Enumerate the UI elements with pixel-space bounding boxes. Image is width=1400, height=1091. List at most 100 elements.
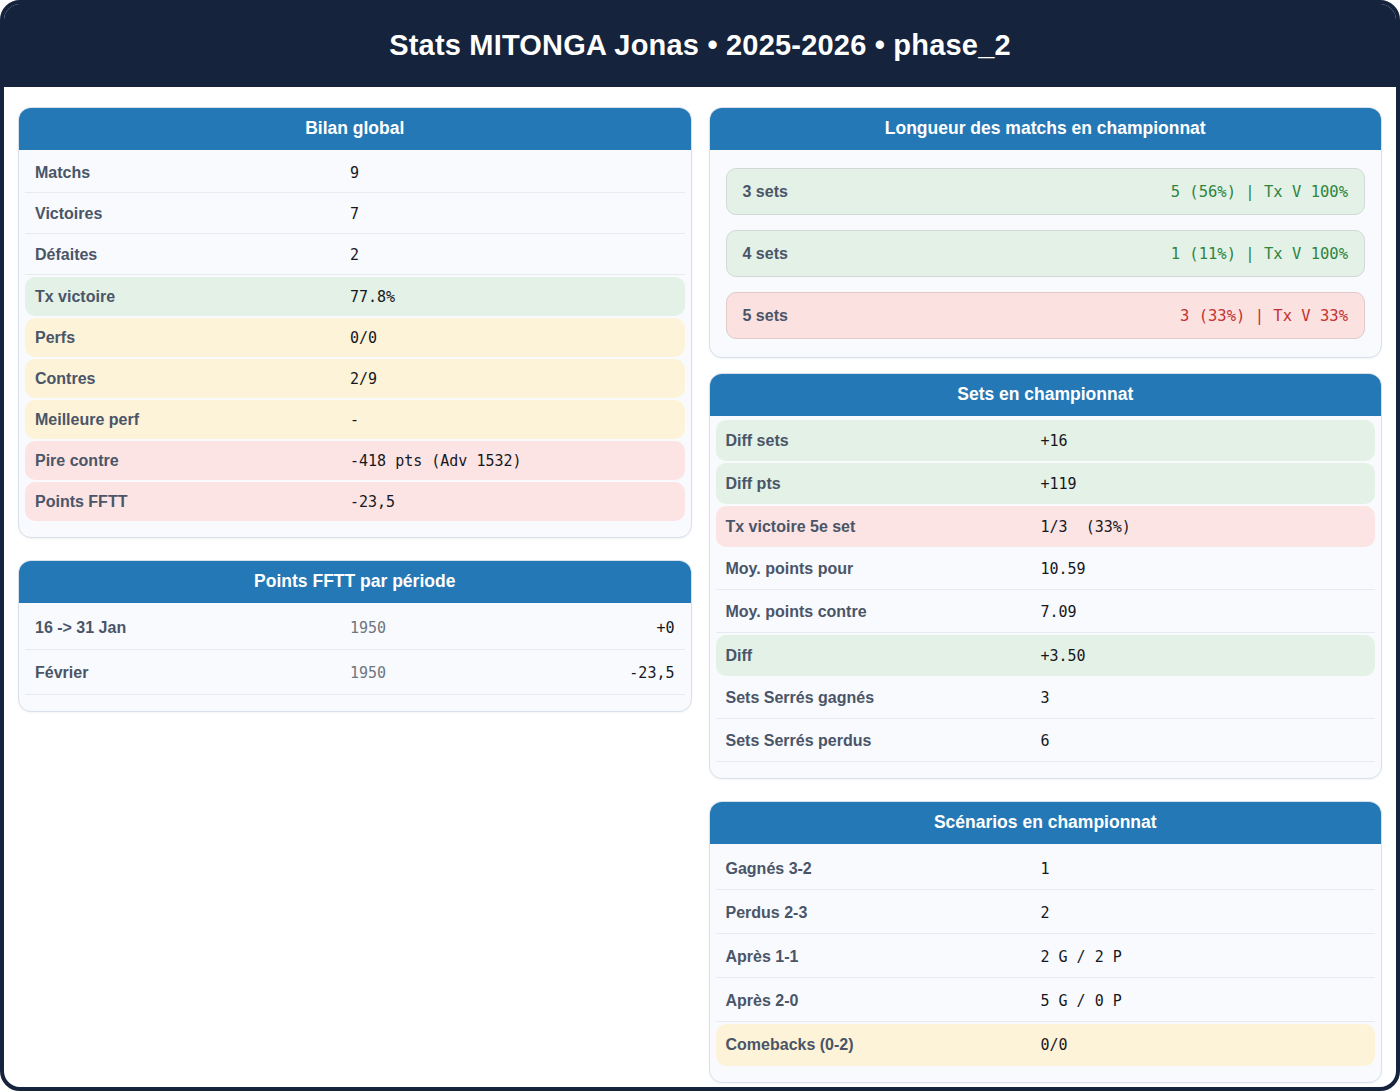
stat-row-tx-victoire: Tx victoire 77.8% (25, 277, 685, 316)
stat-value: 5 G / 0 P (1041, 992, 1122, 1010)
stat-label: Matchs (35, 164, 350, 182)
stat-row-comebacks: Comebacks (0-2) 0/0 (716, 1024, 1376, 1066)
pill-4-sets: 4 sets 1 (11%) | Tx V 100% (726, 230, 1366, 277)
left-column: Bilan global Matchs 9 Victoires 7 Défait… (18, 107, 692, 1091)
card-sets-championnat-body: Diff sets +16 Diff pts +119 Tx victoire … (710, 416, 1382, 778)
card-sets-championnat-title: Sets en championnat (710, 374, 1382, 416)
period-delta: +0 (656, 619, 674, 637)
stat-row-perdus-2-3: Perdus 2-3 2 (716, 892, 1376, 934)
stats-page: Stats MITONGA Jonas • 2025-2026 • phase_… (0, 0, 1400, 1091)
stat-row-diff-pts: Diff pts +119 (716, 463, 1376, 504)
stat-label: Diff sets (726, 432, 1041, 450)
stat-value: 77.8% (350, 288, 395, 306)
stat-value: 2/9 (350, 370, 377, 388)
pill-label: 5 sets (743, 307, 788, 325)
card-longueur-matchs-title: Longueur des matchs en championnat (710, 108, 1382, 150)
stat-label: Comebacks (0-2) (726, 1036, 1041, 1054)
stat-label: Meilleure perf (35, 411, 350, 429)
pill-label: 3 sets (743, 183, 788, 201)
stat-label: Défaites (35, 246, 350, 264)
stat-row-apres-2-0: Après 2-0 5 G / 0 P (716, 980, 1376, 1022)
card-bilan-global: Bilan global Matchs 9 Victoires 7 Défait… (18, 107, 692, 538)
stat-value: 7.09 (1041, 603, 1077, 621)
card-scenarios-championnat-body: Gagnés 3-2 1 Perdus 2-3 2 Après 1-1 2 G … (710, 844, 1382, 1082)
stat-row-sets-serres-perdus: Sets Serrés perdus 6 (716, 721, 1376, 762)
pill-value: 5 (56%) | Tx V 100% (1171, 183, 1348, 201)
pill-label: 4 sets (743, 245, 788, 263)
card-longueur-matchs-body: 3 sets 5 (56%) | Tx V 100% 4 sets 1 (11%… (710, 150, 1382, 357)
stat-label: Contres (35, 370, 350, 388)
period-points: 1950 (350, 619, 386, 637)
stat-value: 10.59 (1041, 560, 1086, 578)
pill-value: 1 (11%) | Tx V 100% (1171, 245, 1348, 263)
stat-value: +119 (1041, 475, 1077, 493)
card-points-fftt-periode-title: Points FFTT par période (19, 561, 691, 603)
stat-row-tx-victoire-5e-set: Tx victoire 5e set 1/3 (33%) (716, 506, 1376, 547)
stat-label: Sets Serrés perdus (726, 732, 1041, 750)
right-column: Longueur des matchs en championnat 3 set… (709, 107, 1383, 1091)
stat-value: -23,5 (350, 493, 395, 511)
stat-row-defaites: Défaites 2 (25, 236, 685, 275)
pill-3-sets: 3 sets 5 (56%) | Tx V 100% (726, 168, 1366, 215)
page-header: Stats MITONGA Jonas • 2025-2026 • phase_… (3, 3, 1397, 87)
stat-label: Victoires (35, 205, 350, 223)
stat-label: Pire contre (35, 452, 350, 470)
stat-value: -418 pts (Adv 1532) (350, 452, 522, 470)
stat-value: +16 (1041, 432, 1068, 450)
stat-value: +3.50 (1041, 647, 1086, 665)
card-sets-championnat: Sets en championnat Diff sets +16 Diff p… (709, 373, 1383, 779)
content-area: Bilan global Matchs 9 Victoires 7 Défait… (4, 87, 1396, 1091)
period-delta: -23,5 (629, 664, 674, 682)
stat-row-diff: Diff +3.50 (716, 635, 1376, 676)
card-scenarios-championnat: Scénarios en championnat Gagnés 3-2 1 Pe… (709, 801, 1383, 1083)
stat-value: 0/0 (350, 329, 377, 347)
stat-label: Après 2-0 (726, 992, 1041, 1010)
stat-row-gagnes-3-2: Gagnés 3-2 1 (716, 848, 1376, 890)
stat-row-matchs: Matchs 9 (25, 154, 685, 193)
stat-label: Moy. points pour (726, 560, 1041, 578)
stat-label: Après 1-1 (726, 948, 1041, 966)
stat-row-pire-contre: Pire contre -418 pts (Adv 1532) (25, 441, 685, 480)
card-points-fftt-periode-body: 16 -> 31 Jan 1950 +0 Février 1950 -23,5 (19, 603, 691, 711)
stat-value: 2 G / 2 P (1041, 948, 1122, 966)
pill-value: 3 (33%) | Tx V 33% (1180, 307, 1348, 325)
stat-row-perfs: Perfs 0/0 (25, 318, 685, 357)
stat-label: Diff pts (726, 475, 1041, 493)
stat-label: Gagnés 3-2 (726, 860, 1041, 878)
stat-label: Points FFTT (35, 493, 350, 511)
card-bilan-global-title: Bilan global (19, 108, 691, 150)
card-points-fftt-periode: Points FFTT par période 16 -> 31 Jan 195… (18, 560, 692, 712)
stat-value: 1 (1041, 860, 1050, 878)
stat-label: Tx victoire 5e set (726, 518, 1041, 536)
card-bilan-global-body: Matchs 9 Victoires 7 Défaites 2 Tx victo… (19, 150, 691, 537)
stat-value: 9 (350, 164, 359, 182)
stat-label: Sets Serrés gagnés (726, 689, 1041, 707)
stat-value: 1/3 (33%) (1041, 518, 1131, 536)
stat-row-diff-sets: Diff sets +16 (716, 420, 1376, 461)
stat-value: 3 (1041, 689, 1050, 707)
stat-row-points-fftt: Points FFTT -23,5 (25, 482, 685, 521)
card-longueur-matchs: Longueur des matchs en championnat 3 set… (709, 107, 1383, 358)
card-scenarios-championnat-title: Scénarios en championnat (710, 802, 1382, 844)
stat-row-sets-serres-gagnes: Sets Serrés gagnés 3 (716, 678, 1376, 719)
stat-value: 2 (350, 246, 359, 264)
stat-value: 2 (1041, 904, 1050, 922)
stat-label: Tx victoire (35, 288, 350, 306)
stat-label: Diff (726, 647, 1041, 665)
page-title: Stats MITONGA Jonas • 2025-2026 • phase_… (389, 29, 1011, 62)
period-points: 1950 (350, 664, 386, 682)
stat-label: Perdus 2-3 (726, 904, 1041, 922)
period-label: Février (35, 664, 350, 682)
period-row-jan: 16 -> 31 Jan 1950 +0 (25, 607, 685, 650)
pill-5-sets: 5 sets 3 (33%) | Tx V 33% (726, 292, 1366, 339)
stat-row-victoires: Victoires 7 (25, 195, 685, 234)
stat-row-moy-points-pour: Moy. points pour 10.59 (716, 549, 1376, 590)
period-label: 16 -> 31 Jan (35, 619, 350, 637)
stat-row-moy-points-contre: Moy. points contre 7.09 (716, 592, 1376, 633)
period-row-fevrier: Février 1950 -23,5 (25, 652, 685, 695)
stat-row-meilleure-perf: Meilleure perf - (25, 400, 685, 439)
stat-row-apres-1-1: Après 1-1 2 G / 2 P (716, 936, 1376, 978)
stat-label: Perfs (35, 329, 350, 347)
stat-value: 6 (1041, 732, 1050, 750)
stat-value: 7 (350, 205, 359, 223)
